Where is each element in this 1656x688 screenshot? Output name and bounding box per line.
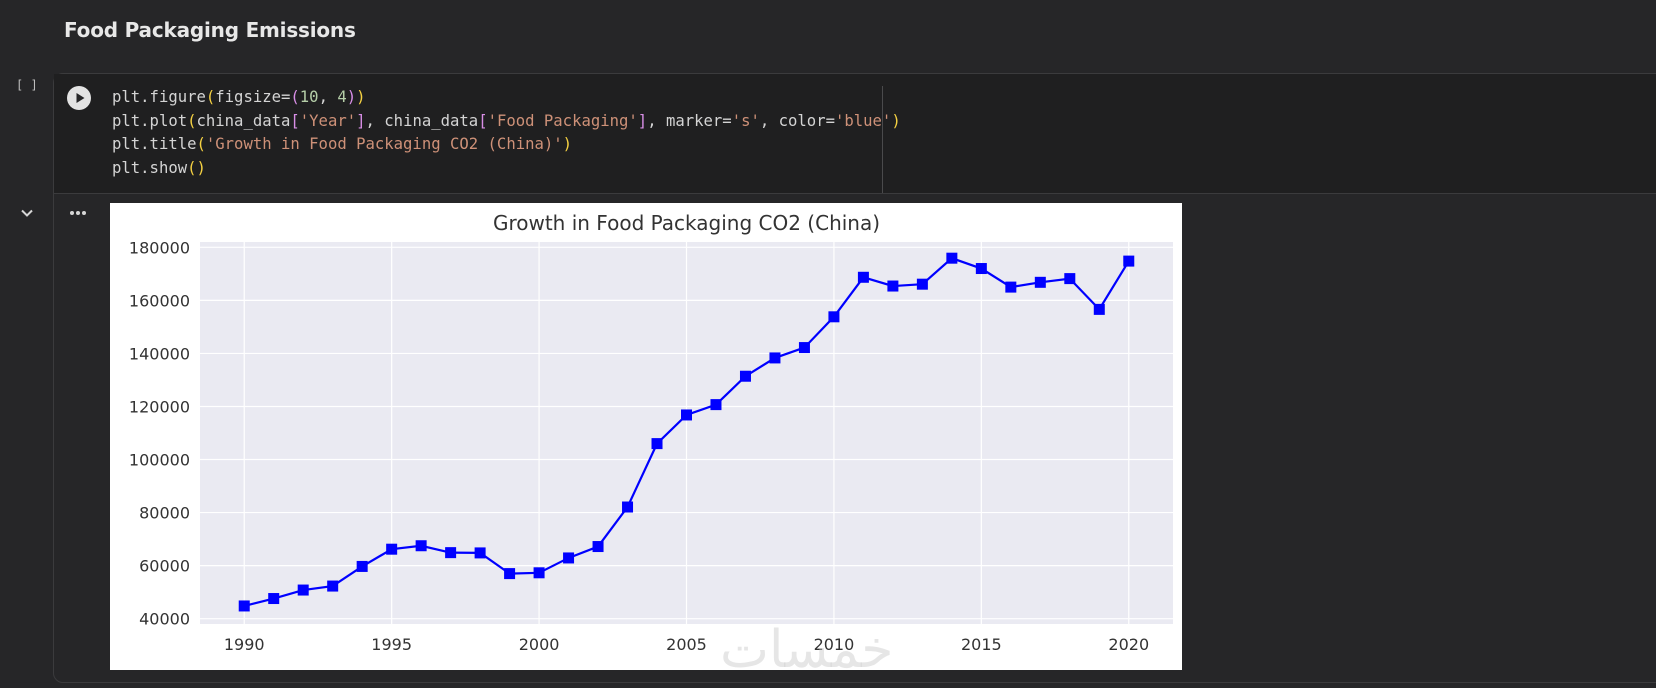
execution-count: [ ] bbox=[16, 78, 38, 92]
data-point bbox=[356, 560, 368, 572]
data-point bbox=[681, 409, 692, 421]
x-tick-label: 2020 bbox=[1108, 635, 1149, 654]
x-tick-label: 2015 bbox=[961, 635, 1002, 654]
y-tick-label: 60000 bbox=[139, 557, 190, 576]
data-point bbox=[592, 541, 604, 553]
code-token: plt.figure bbox=[112, 88, 206, 106]
code-token: ] bbox=[356, 111, 366, 130]
code-token: , china_data bbox=[365, 111, 479, 130]
data-point bbox=[238, 600, 250, 612]
data-point bbox=[563, 552, 575, 564]
code-token: plt.show bbox=[112, 158, 188, 177]
code-token: 'Year' bbox=[299, 111, 357, 130]
data-point bbox=[1123, 255, 1135, 267]
code-token: ( bbox=[205, 88, 216, 106]
run-cell-button[interactable] bbox=[67, 86, 91, 110]
data-point bbox=[1093, 303, 1105, 315]
more-horizontal-icon bbox=[70, 211, 86, 215]
data-point bbox=[946, 252, 958, 264]
data-point bbox=[887, 280, 899, 292]
editor-ruler bbox=[882, 86, 883, 194]
code-token: 10 bbox=[299, 88, 319, 106]
code-token: ( bbox=[196, 135, 206, 153]
data-point bbox=[857, 271, 869, 283]
x-tick-label: 2000 bbox=[519, 635, 560, 654]
x-tick-label: 1995 bbox=[371, 635, 412, 654]
y-tick-label: 120000 bbox=[129, 397, 190, 416]
chart-title: Growth in Food Packaging CO2 (China) bbox=[493, 211, 880, 235]
code-token: [ bbox=[290, 111, 300, 130]
cell-divider bbox=[54, 193, 1656, 194]
data-point bbox=[386, 543, 398, 555]
y-tick-label: 160000 bbox=[129, 291, 190, 310]
plot-output: 40000 60000 80000 100000 120000 140000 160000 1… bbox=[110, 203, 1182, 670]
data-point bbox=[798, 342, 810, 354]
data-point bbox=[1005, 281, 1017, 293]
code-token: 'Food Packaging' bbox=[487, 111, 638, 130]
data-point bbox=[504, 568, 516, 580]
y-tick-label: 140000 bbox=[129, 344, 190, 363]
data-point bbox=[415, 540, 427, 552]
code-line: plt.figure(figsize=(10, 4)) bbox=[112, 86, 901, 110]
data-point bbox=[297, 584, 309, 596]
data-point bbox=[769, 352, 781, 364]
y-tick-label: 80000 bbox=[139, 504, 190, 523]
code-token: [ bbox=[478, 111, 488, 130]
y-tick-label: 180000 bbox=[129, 238, 190, 257]
code-line: plt.title('Growth in Food Packaging CO2 … bbox=[112, 133, 901, 157]
data-point bbox=[474, 547, 486, 559]
code-token: 's' bbox=[731, 111, 760, 130]
code-token: china_data bbox=[196, 111, 291, 130]
data-point bbox=[622, 501, 634, 513]
y-tick-label: 40000 bbox=[139, 610, 190, 629]
code-token: 4 bbox=[337, 88, 347, 106]
code-token: ) bbox=[562, 135, 573, 153]
code-token: 'blue' bbox=[834, 111, 892, 130]
code-token: , bbox=[318, 88, 338, 106]
code-token: ] bbox=[637, 111, 648, 130]
data-point bbox=[445, 547, 457, 559]
code-token: 'Growth in Food Packaging CO2 (China)' bbox=[205, 135, 563, 153]
code-token: plt.plot bbox=[112, 111, 188, 130]
code-token: () bbox=[187, 158, 206, 177]
data-point bbox=[1034, 276, 1046, 288]
section-heading: Food Packaging Emissions bbox=[64, 18, 356, 42]
data-point bbox=[327, 580, 339, 592]
code-token: , marker= bbox=[647, 111, 732, 130]
code-token: , color= bbox=[759, 111, 835, 130]
line-chart: 40000 60000 80000 100000 120000 140000 160000 1… bbox=[129, 211, 1173, 654]
chevron-down-icon bbox=[21, 209, 33, 217]
code-token: ) bbox=[356, 88, 366, 106]
code-text[interactable]: plt.figure(figsize=(10, 4)) plt.plot(chin… bbox=[112, 86, 901, 180]
output-menu-button[interactable] bbox=[66, 204, 90, 222]
x-tick-label: 2010 bbox=[814, 635, 855, 654]
collapse-output-button[interactable] bbox=[18, 204, 36, 222]
y-tick-label: 100000 bbox=[129, 451, 190, 470]
data-point bbox=[975, 263, 987, 275]
data-point bbox=[739, 370, 751, 382]
data-point bbox=[651, 438, 663, 450]
code-token: ( bbox=[187, 111, 197, 130]
x-tick-label: 1990 bbox=[224, 635, 265, 654]
data-point bbox=[916, 278, 928, 290]
data-point bbox=[710, 399, 722, 411]
code-token: figsize= bbox=[215, 88, 291, 106]
data-point bbox=[268, 593, 280, 605]
code-line: plt.plot(china_data['Year'], china_data[… bbox=[112, 110, 901, 134]
code-token: ) bbox=[891, 111, 901, 130]
code-line: plt.show() bbox=[112, 157, 901, 181]
code-editor[interactable] bbox=[54, 74, 1656, 194]
code-token: plt.title bbox=[112, 135, 197, 153]
play-circle-icon bbox=[76, 93, 85, 103]
code-token: ( bbox=[290, 88, 300, 106]
data-point bbox=[828, 311, 840, 323]
data-point bbox=[1064, 273, 1076, 285]
x-tick-label: 2005 bbox=[666, 635, 707, 654]
code-token: ) bbox=[346, 88, 357, 106]
data-point bbox=[533, 567, 545, 579]
